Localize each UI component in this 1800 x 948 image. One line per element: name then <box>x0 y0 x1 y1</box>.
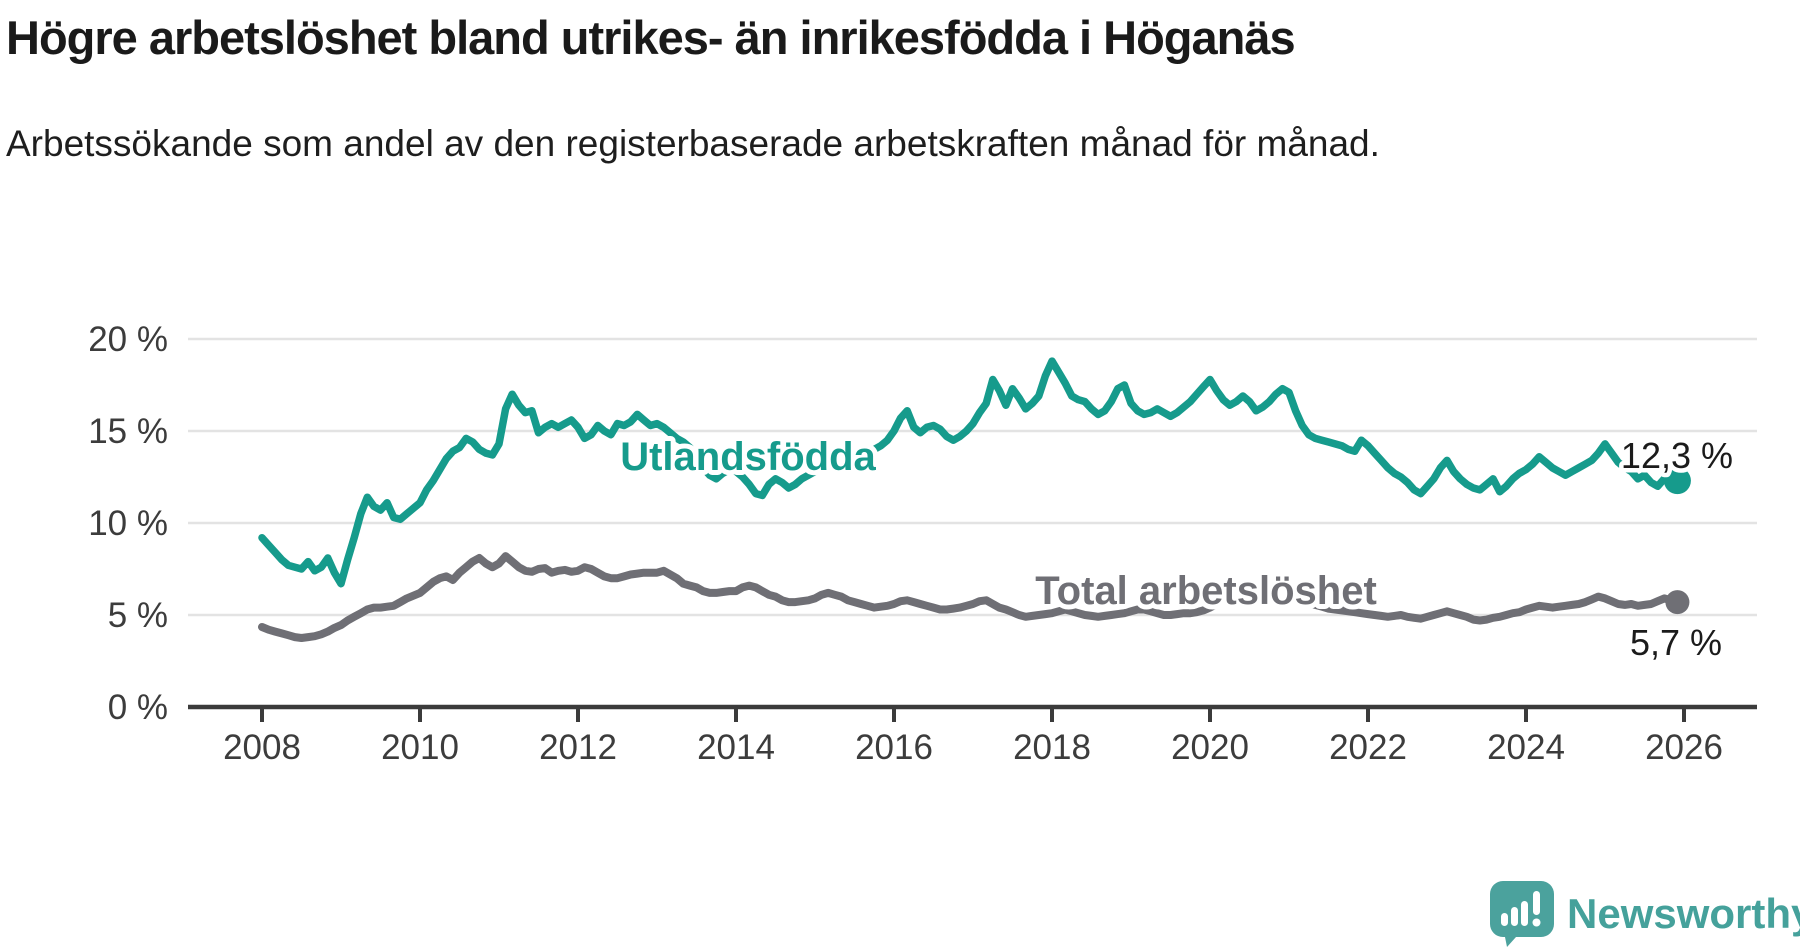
x-tick-label-2018: 2018 <box>1013 728 1091 767</box>
x-tick-label-2026: 2026 <box>1645 728 1723 767</box>
end-value-label-total: 5,7 % <box>1630 622 1722 663</box>
x-tick-label-2008: 2008 <box>223 728 301 767</box>
logo-bar-1 <box>1501 913 1508 926</box>
series-line-utlandsfodda <box>258 357 1682 588</box>
y-tick-label-20: 20 % <box>88 320 168 359</box>
series-label-utlandsfodda: Utlandsfödda <box>620 435 876 479</box>
x-tick-label-2022: 2022 <box>1329 728 1407 767</box>
logo-bar-3 <box>1521 901 1528 926</box>
logo-bar-2 <box>1511 907 1518 926</box>
series-end-dot-utlandsfodda <box>1663 467 1691 495</box>
end-value-label-utlandsfodda: 12,3 % <box>1621 435 1733 476</box>
newsworthy-logo-icon <box>1490 881 1554 947</box>
series-end-dot-total <box>1665 590 1690 615</box>
newsworthy-logo-text: Newsworthy <box>1567 890 1800 937</box>
chart-subtitle: Arbetssökande som andel av den registerb… <box>6 123 1380 164</box>
x-tick-label-2024: 2024 <box>1487 728 1565 767</box>
x-tick-label-2012: 2012 <box>539 728 617 767</box>
y-tick-label-5: 5 % <box>108 596 168 635</box>
x-tick-label-2010: 2010 <box>381 728 459 767</box>
newsworthy-branding: Newsworthy <box>1490 880 1800 948</box>
y-tick-label-15: 15 % <box>88 412 168 451</box>
logo-exclamation-dot <box>1532 918 1541 927</box>
logo-exclamation-bar <box>1533 891 1540 915</box>
x-tick-label-2020: 2020 <box>1171 728 1249 767</box>
y-tick-label-0: 0 % <box>108 688 168 727</box>
series-line-total <box>258 552 1682 642</box>
y-tick-label-10: 10 % <box>88 504 168 543</box>
series-label-total: Total arbetslöshet <box>1035 569 1377 613</box>
x-tick-label-2016: 2016 <box>855 728 933 767</box>
page-title: Högre arbetslöshet bland utrikes- än inr… <box>6 11 1296 64</box>
x-tick-label-2014: 2014 <box>697 728 775 767</box>
